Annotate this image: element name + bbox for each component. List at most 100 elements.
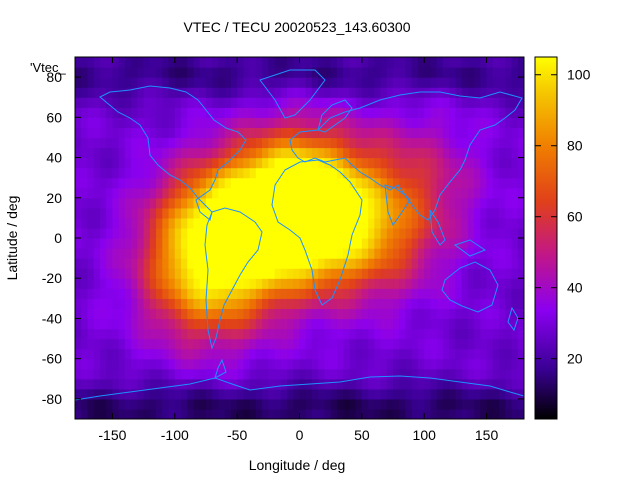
heatmap-cell	[505, 107, 513, 118]
heatmap-cell	[205, 177, 213, 189]
heatmap-cell	[174, 298, 182, 309]
heatmap-cell	[168, 408, 176, 419]
heatmap-cell	[255, 318, 263, 330]
heatmap-cell	[505, 368, 513, 380]
heatmap-cell	[137, 137, 145, 149]
heatmap-cell	[461, 368, 469, 380]
heatmap-cell	[174, 127, 182, 139]
heatmap-cell	[249, 77, 257, 88]
heatmap-cell	[505, 238, 513, 249]
heatmap-cell	[224, 67, 232, 78]
heatmap-cell	[280, 137, 288, 149]
heatmap-cell	[106, 258, 114, 269]
heatmap-cell	[149, 107, 157, 118]
heatmap-cell	[156, 348, 163, 360]
heatmap-cell	[174, 217, 182, 229]
heatmap-cell	[212, 348, 220, 360]
heatmap-cell	[467, 67, 475, 78]
heatmap-cell	[124, 268, 132, 279]
heatmap-cell	[255, 147, 263, 159]
heatmap-cell	[499, 197, 506, 209]
heatmap-cell	[480, 147, 488, 159]
heatmap-cell	[287, 157, 294, 169]
heatmap-cell	[311, 368, 319, 380]
heatmap-cell	[81, 137, 89, 149]
heatmap-cell	[262, 408, 269, 419]
heatmap-cell	[193, 107, 201, 118]
heatmap-cell	[343, 197, 350, 209]
x-tick-label: 50	[354, 427, 370, 443]
heatmap-cell	[374, 388, 382, 400]
heatmap-cell	[181, 258, 188, 269]
heatmap-cell	[112, 338, 120, 350]
heatmap-cell	[467, 288, 475, 299]
coastline-europe-asia	[289, 91, 523, 221]
heatmap-cell	[305, 328, 313, 340]
heatmap-cell	[461, 77, 469, 88]
heatmap-cell	[361, 77, 369, 88]
heatmap-cell	[87, 328, 95, 340]
heatmap-cell	[131, 358, 138, 370]
heatmap-cell	[218, 97, 226, 108]
heatmap-cell	[449, 167, 457, 179]
heatmap-cell	[249, 217, 257, 229]
heatmap-cell	[149, 378, 157, 390]
heatmap-cell	[280, 298, 288, 309]
heatmap-cell	[156, 398, 163, 410]
heatmap-cell	[168, 308, 176, 320]
heatmap-cell	[249, 338, 257, 350]
heatmap-cell	[237, 358, 244, 370]
heatmap-cell	[118, 167, 126, 179]
heatmap-cell	[143, 308, 151, 320]
heatmap-cell	[486, 278, 494, 289]
heatmap-cell	[143, 408, 151, 419]
heatmap-cell	[137, 368, 145, 380]
heatmap-cell	[455, 227, 463, 239]
heatmap-cell	[143, 278, 151, 289]
heatmap-cell	[393, 408, 400, 419]
heatmap-cell	[480, 207, 488, 219]
heatmap-cell	[237, 248, 244, 259]
heatmap-cell	[505, 358, 513, 370]
heatmap-cell	[299, 67, 307, 78]
heatmap-cell	[268, 338, 276, 350]
heatmap-cell	[174, 77, 182, 88]
heatmap-cell	[461, 408, 469, 419]
heatmap-cell	[511, 177, 519, 189]
heatmap-cell	[505, 227, 513, 239]
heatmap-cell	[305, 107, 313, 118]
heatmap-cell	[262, 97, 269, 108]
heatmap-cell	[106, 97, 114, 108]
heatmap-cell	[287, 167, 294, 179]
heatmap-cell	[411, 127, 419, 139]
heatmap-cell	[393, 358, 400, 370]
heatmap-cell	[330, 258, 338, 269]
heatmap-cell	[399, 147, 407, 159]
heatmap-cell	[274, 107, 282, 118]
heatmap-cell	[224, 388, 232, 400]
heatmap-cell	[280, 268, 288, 279]
heatmap-cell	[230, 268, 238, 279]
heatmap-cell	[137, 177, 145, 189]
heatmap-cell	[442, 77, 450, 88]
heatmap-cell	[87, 87, 95, 98]
heatmap-cell	[205, 258, 213, 269]
heatmap-cell	[318, 107, 326, 118]
heatmap-cell	[268, 107, 276, 118]
heatmap-cell	[243, 107, 251, 118]
heatmap-cell	[424, 217, 432, 229]
heatmap-cell	[156, 238, 163, 249]
heatmap-cell	[355, 207, 363, 219]
heatmap-cell	[205, 127, 213, 139]
heatmap-cell	[156, 207, 163, 219]
heatmap-cell	[399, 298, 407, 309]
heatmap-cell	[249, 248, 257, 259]
heatmap-cell	[343, 238, 350, 249]
heatmap-cell	[212, 388, 220, 400]
heatmap-cell	[386, 57, 394, 68]
heatmap-cell	[118, 358, 126, 370]
heatmap-cell	[349, 97, 357, 108]
heatmap-cell	[330, 378, 338, 390]
heatmap-cell	[417, 127, 425, 139]
heatmap-cell	[81, 107, 89, 118]
